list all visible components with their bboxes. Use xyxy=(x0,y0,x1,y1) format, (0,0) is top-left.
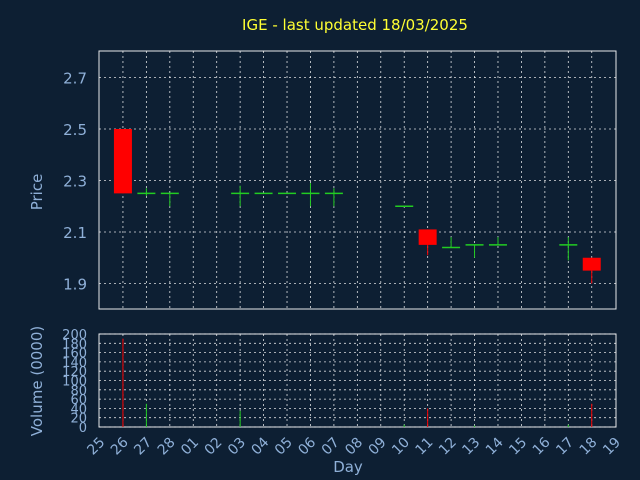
price-tick-label: 1.9 xyxy=(63,276,87,294)
volume-tick-label: 120 xyxy=(62,365,87,380)
price-tick-label: 2.7 xyxy=(63,70,87,88)
x-tick-label: 11 xyxy=(413,435,437,459)
x-tick-label: 08 xyxy=(342,435,366,459)
x-tick-label: 13 xyxy=(459,435,483,459)
candle-18 xyxy=(582,257,601,284)
x-tick-label: 16 xyxy=(530,434,554,458)
x-tick-label: 10 xyxy=(389,435,413,459)
volume-bars xyxy=(122,338,593,427)
x-tick-label: 17 xyxy=(553,435,577,459)
candle-27 xyxy=(137,188,156,196)
candle-17 xyxy=(559,237,578,261)
volume-panel-frame xyxy=(98,333,617,428)
x-axis-label: Day xyxy=(333,458,363,476)
candle-body xyxy=(113,129,132,194)
volume-tick-label: 200 xyxy=(62,328,87,343)
candle-14 xyxy=(488,237,507,246)
volume-tick-label: 140 xyxy=(62,356,87,371)
volume-tick-label: 80 xyxy=(70,384,87,399)
x-tick-label: 04 xyxy=(248,434,272,458)
x-tick-label: 07 xyxy=(319,435,343,459)
x-tick-labels: 25 26 27 28 01 02 03 04 05 06 07 08 09 10 11 12 13 14 15 16… xyxy=(84,434,624,458)
x-tick-label: 01 xyxy=(178,435,202,459)
price-grid xyxy=(99,51,616,309)
x-tick-label: 27 xyxy=(131,435,155,459)
volume-tick-label: 180 xyxy=(62,337,87,352)
x-tick-label: 18 xyxy=(577,435,601,459)
candle-06 xyxy=(301,183,320,207)
candle-13 xyxy=(465,244,484,258)
candle-12 xyxy=(442,237,461,249)
x-tick-label: 05 xyxy=(272,435,296,459)
volume-axis-label: Volume (0000) xyxy=(28,326,46,436)
candle-body xyxy=(582,257,601,271)
x-tick-label: 14 xyxy=(483,434,507,458)
candles xyxy=(113,129,601,284)
x-tick-label: 26 xyxy=(108,434,132,458)
volume-tick-label: 40 xyxy=(70,402,87,417)
volume-grid xyxy=(99,333,616,428)
candle-26 xyxy=(113,129,132,194)
price-axis-label: Price xyxy=(28,174,46,211)
volume-tick-label: 0 xyxy=(79,421,87,436)
price-tick-label: 2.3 xyxy=(63,173,87,191)
candle-body xyxy=(418,229,437,245)
price-panel-frame xyxy=(98,50,617,310)
x-tick-label: 25 xyxy=(84,435,108,459)
x-tick-label: 03 xyxy=(225,435,249,459)
volume-tick-label: 160 xyxy=(62,347,87,362)
volume-tick-label: 100 xyxy=(62,375,87,390)
x-tick-label: 15 xyxy=(506,435,530,459)
x-tick-label: 12 xyxy=(436,435,460,459)
candle-07 xyxy=(324,188,343,207)
chart-title: IGE - last updated 18/03/2025 xyxy=(242,16,468,34)
volume-tick-label: 20 xyxy=(70,412,87,427)
candle-28 xyxy=(160,192,179,207)
candle-11 xyxy=(418,229,437,256)
price-tick-label: 2.1 xyxy=(63,224,87,242)
price-tick-label: 2.5 xyxy=(63,121,87,139)
volume-tick-label: 60 xyxy=(70,393,87,408)
x-tick-label: 19 xyxy=(600,435,624,459)
x-tick-label: 28 xyxy=(155,435,179,459)
x-tick-label: 02 xyxy=(202,435,226,459)
x-tick-label: 06 xyxy=(295,434,319,458)
x-tick-label: 09 xyxy=(366,435,390,459)
candle-03 xyxy=(231,185,250,207)
price-tick-labels: 1.9 2.1 2.3 2.5 2.7 xyxy=(63,70,87,294)
